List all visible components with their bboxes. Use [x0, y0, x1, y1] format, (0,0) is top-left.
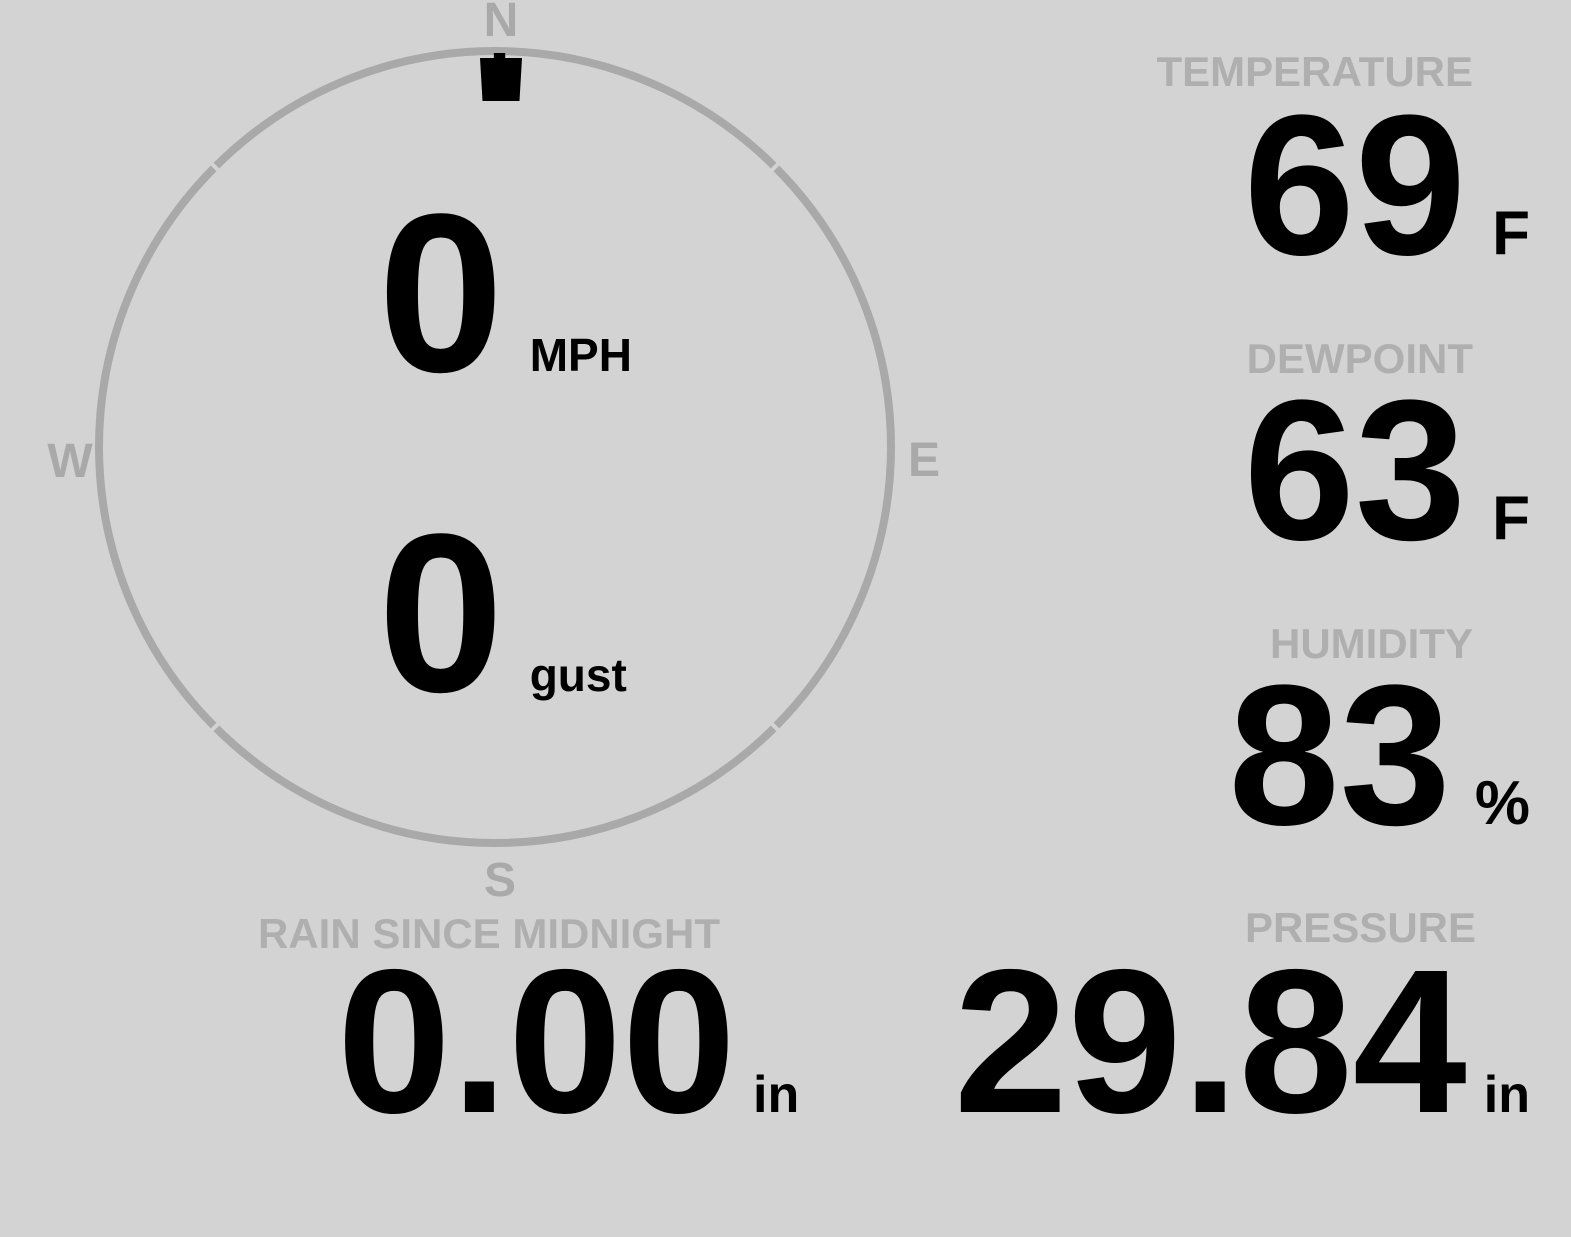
dewpoint-reading: 63 F	[1244, 371, 1530, 571]
temperature-reading: 69 F	[1244, 86, 1530, 286]
rain-value: 0.00	[337, 927, 736, 1156]
rain-label: RAIN SINCE MIDNIGHT	[258, 910, 720, 957]
wind-gust: 0 gust	[378, 500, 627, 726]
pressure-label: PRESSURE	[1244, 904, 1476, 951]
compass-west-label: W	[47, 435, 93, 488]
compass-circle	[95, 47, 895, 847]
compass-tick-breaks	[206, 158, 784, 736]
compass-east-label: E	[907, 434, 941, 487]
pressure-value: 29.84	[953, 927, 1467, 1156]
pressure-unit: in	[1483, 1066, 1530, 1124]
wind-gust-value: 0	[378, 486, 504, 739]
compass-south-label: S	[483, 854, 517, 907]
humidity-value: 83	[1228, 644, 1451, 867]
temperature-value: 69	[1243, 74, 1467, 297]
dewpoint-value: 63	[1243, 359, 1467, 582]
temperature-unit: F	[1492, 199, 1530, 268]
dewpoint-label: DEWPOINT	[1246, 335, 1473, 382]
wind-direction-marker-icon	[480, 53, 522, 101]
wind-speed: 0 MPH	[378, 180, 632, 406]
dewpoint-unit: F	[1492, 484, 1530, 553]
rain-reading: 0.00 in	[337, 939, 799, 1144]
humidity-reading: 83 %	[1228, 656, 1530, 856]
compass-north-label: N	[483, 0, 519, 47]
temperature-label: TEMPERATURE	[1156, 48, 1473, 95]
humidity-unit: %	[1474, 769, 1530, 838]
wind-speed-unit: MPH	[529, 329, 632, 381]
humidity-label: HUMIDITY	[1270, 620, 1473, 667]
pressure-reading: 29.84 in	[954, 939, 1530, 1144]
rain-unit: in	[753, 1066, 800, 1124]
wind-gust-unit: gust	[529, 649, 627, 701]
wind-speed-value: 0	[378, 166, 504, 419]
